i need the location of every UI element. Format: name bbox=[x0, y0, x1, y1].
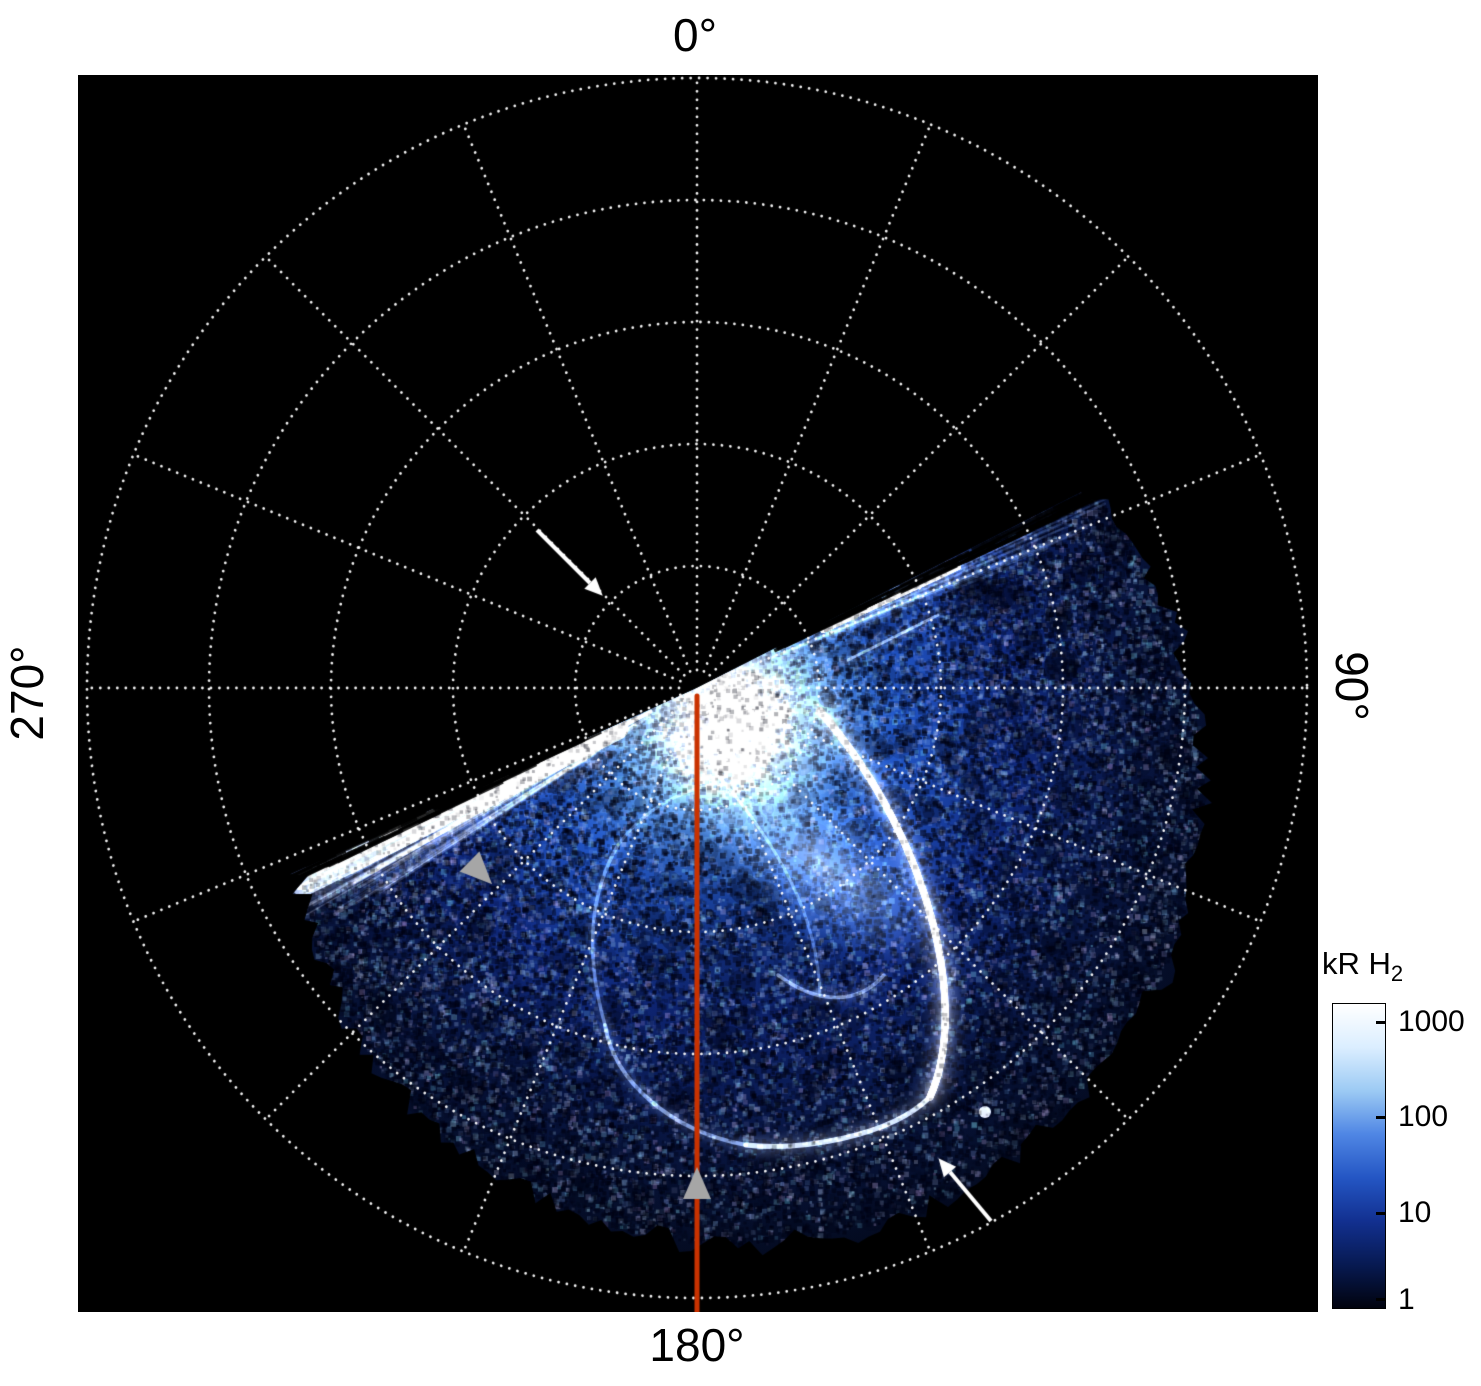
colorbar-tick-1000: 1000 bbox=[1398, 1005, 1465, 1038]
colorbar-tick-100: 100 bbox=[1398, 1100, 1449, 1133]
angle-label-90: 90° bbox=[1326, 651, 1378, 721]
colorbar-tick-1: 1 bbox=[1398, 1283, 1415, 1316]
colorbar-tickmark bbox=[1376, 1298, 1385, 1301]
colorbar-title: kR H2 bbox=[1322, 946, 1403, 987]
colorbar-title-text: kR H bbox=[1322, 946, 1391, 981]
angle-label-0: 0° bbox=[673, 9, 717, 61]
angle-label-270: 270° bbox=[1, 645, 53, 741]
colorbar-tickmark bbox=[1376, 1116, 1385, 1119]
aurora-polar-plot bbox=[78, 75, 1318, 1312]
colorbar-title-subscript: 2 bbox=[1390, 961, 1404, 987]
colorbar-gradient bbox=[1332, 1003, 1386, 1309]
colorbar-tickmark bbox=[1376, 1021, 1385, 1024]
colorbar-tick-10: 10 bbox=[1398, 1196, 1432, 1229]
colorbar-tickmark bbox=[1376, 1212, 1385, 1215]
angle-label-180: 180° bbox=[649, 1319, 745, 1371]
